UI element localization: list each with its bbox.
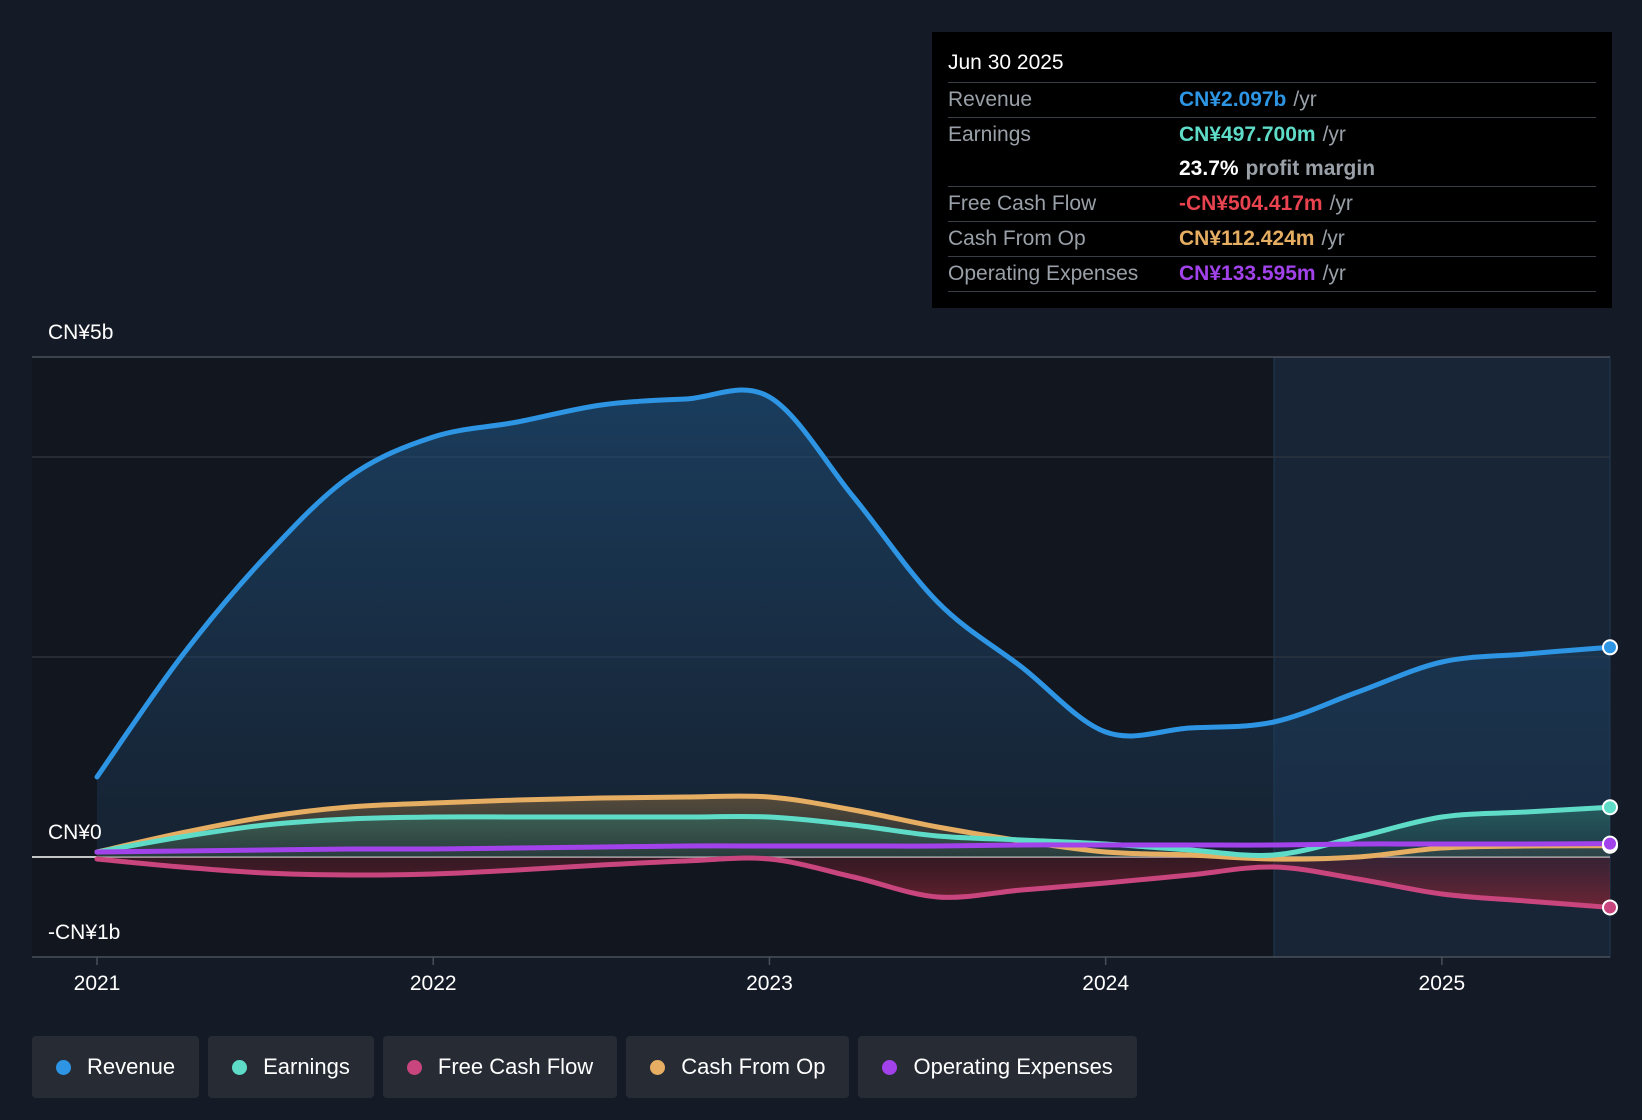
x-axis: 2021 2022 2023 2024 2025 xyxy=(74,957,1466,995)
revenue-end-point xyxy=(1602,639,1618,656)
legend-item-cash-from-op[interactable]: Cash From Op xyxy=(626,1036,850,1098)
legend: Revenue Earnings Free Cash Flow Cash Fro… xyxy=(32,1036,1146,1098)
earnings-line xyxy=(94,804,1613,858)
operating-expenses-dot-icon xyxy=(882,1059,898,1075)
series-end-dots xyxy=(1602,639,1618,916)
free-cash-flow-line xyxy=(94,855,1613,910)
tooltip-unit: /yr xyxy=(1293,88,1317,111)
tooltip-value: -CN¥504.417m xyxy=(1179,192,1323,215)
tooltip-label xyxy=(948,152,1179,186)
revenue-line xyxy=(94,387,1613,780)
tooltip-value: CN¥133.595m xyxy=(1179,262,1316,285)
legend-label: Operating Expenses xyxy=(913,1054,1113,1079)
tooltip-unit: /yr xyxy=(1329,192,1353,215)
tooltip-date: Jun 30 2025 xyxy=(948,46,1596,83)
tooltip-unit: /yr xyxy=(1321,227,1345,250)
cash-from-op-line xyxy=(94,793,1613,862)
legend-item-earnings[interactable]: Earnings xyxy=(208,1036,374,1098)
tooltip-row-free-cash-flow: Free Cash Flow -CN¥504.417m /yr xyxy=(948,187,1596,222)
legend-label: Earnings xyxy=(263,1054,350,1079)
tooltip-row-cash-from-op: Cash From Op CN¥112.424m /yr xyxy=(948,222,1596,257)
free-cash-flow-end-point xyxy=(1602,899,1618,916)
tooltip-value: CN¥497.700m xyxy=(1179,123,1316,146)
tooltip-unit: /yr xyxy=(1322,123,1346,146)
x-tick-label: 2024 xyxy=(1082,972,1129,995)
x-tick-label: 2021 xyxy=(74,972,121,995)
tooltip-label: Operating Expenses xyxy=(948,262,1139,285)
tooltip-row-earnings: Earnings CN¥497.700m /yr xyxy=(948,118,1596,152)
tooltip-label: Revenue xyxy=(948,88,1033,111)
tooltip-value: 23.7% xyxy=(1179,157,1239,180)
legend-label: Cash From Op xyxy=(681,1054,826,1079)
earnings-dot-icon xyxy=(232,1059,248,1075)
y-tick-label-top: CN¥5b xyxy=(48,321,114,344)
cash-from-op-dot-icon xyxy=(650,1059,666,1075)
tooltip-panel: Jun 30 2025 Revenue CN¥2.097b /yr Earnin… xyxy=(932,32,1612,308)
y-tick-label-zero: CN¥0 xyxy=(48,821,102,844)
legend-label: Revenue xyxy=(87,1054,176,1079)
legend-item-revenue[interactable]: Revenue xyxy=(32,1036,200,1098)
x-tick-label: 2023 xyxy=(746,972,793,995)
tooltip-row-operating-expenses: Operating Expenses CN¥133.595m /yr xyxy=(948,257,1596,292)
tooltip-unit: /yr xyxy=(1322,262,1346,285)
tooltip-label: Cash From Op xyxy=(948,227,1086,250)
legend-item-free-cash-flow[interactable]: Free Cash Flow xyxy=(382,1036,618,1098)
y-tick-label-bottom: -CN¥1b xyxy=(48,921,121,944)
x-tick-label: 2025 xyxy=(1419,972,1466,995)
revenue-area xyxy=(97,389,1610,857)
legend-label: Free Cash Flow xyxy=(437,1054,594,1079)
free-cash-flow-dot-icon xyxy=(406,1059,422,1075)
tooltip-label: Free Cash Flow xyxy=(948,192,1097,215)
legend-item-operating-expenses[interactable]: Operating Expenses xyxy=(858,1036,1137,1098)
tooltip-value: CN¥2.097b xyxy=(1179,88,1287,111)
earnings-end-point xyxy=(1602,799,1618,816)
tooltip-row-profit-margin: 23.7% profit margin xyxy=(948,152,1596,187)
revenue-dot-icon xyxy=(56,1059,71,1075)
tooltip-label: Earnings xyxy=(948,123,1031,146)
earnings-area xyxy=(97,807,1610,857)
operating-expenses-end-point xyxy=(1602,835,1618,852)
operating-expenses-line xyxy=(94,841,1613,855)
series-lines xyxy=(94,387,1613,910)
x-tick-label: 2022 xyxy=(410,972,457,995)
tooltip-row-revenue: Revenue CN¥2.097b /yr xyxy=(948,83,1596,118)
tooltip-value: CN¥112.424m xyxy=(1179,227,1315,250)
tooltip-unit: profit margin xyxy=(1245,157,1376,180)
